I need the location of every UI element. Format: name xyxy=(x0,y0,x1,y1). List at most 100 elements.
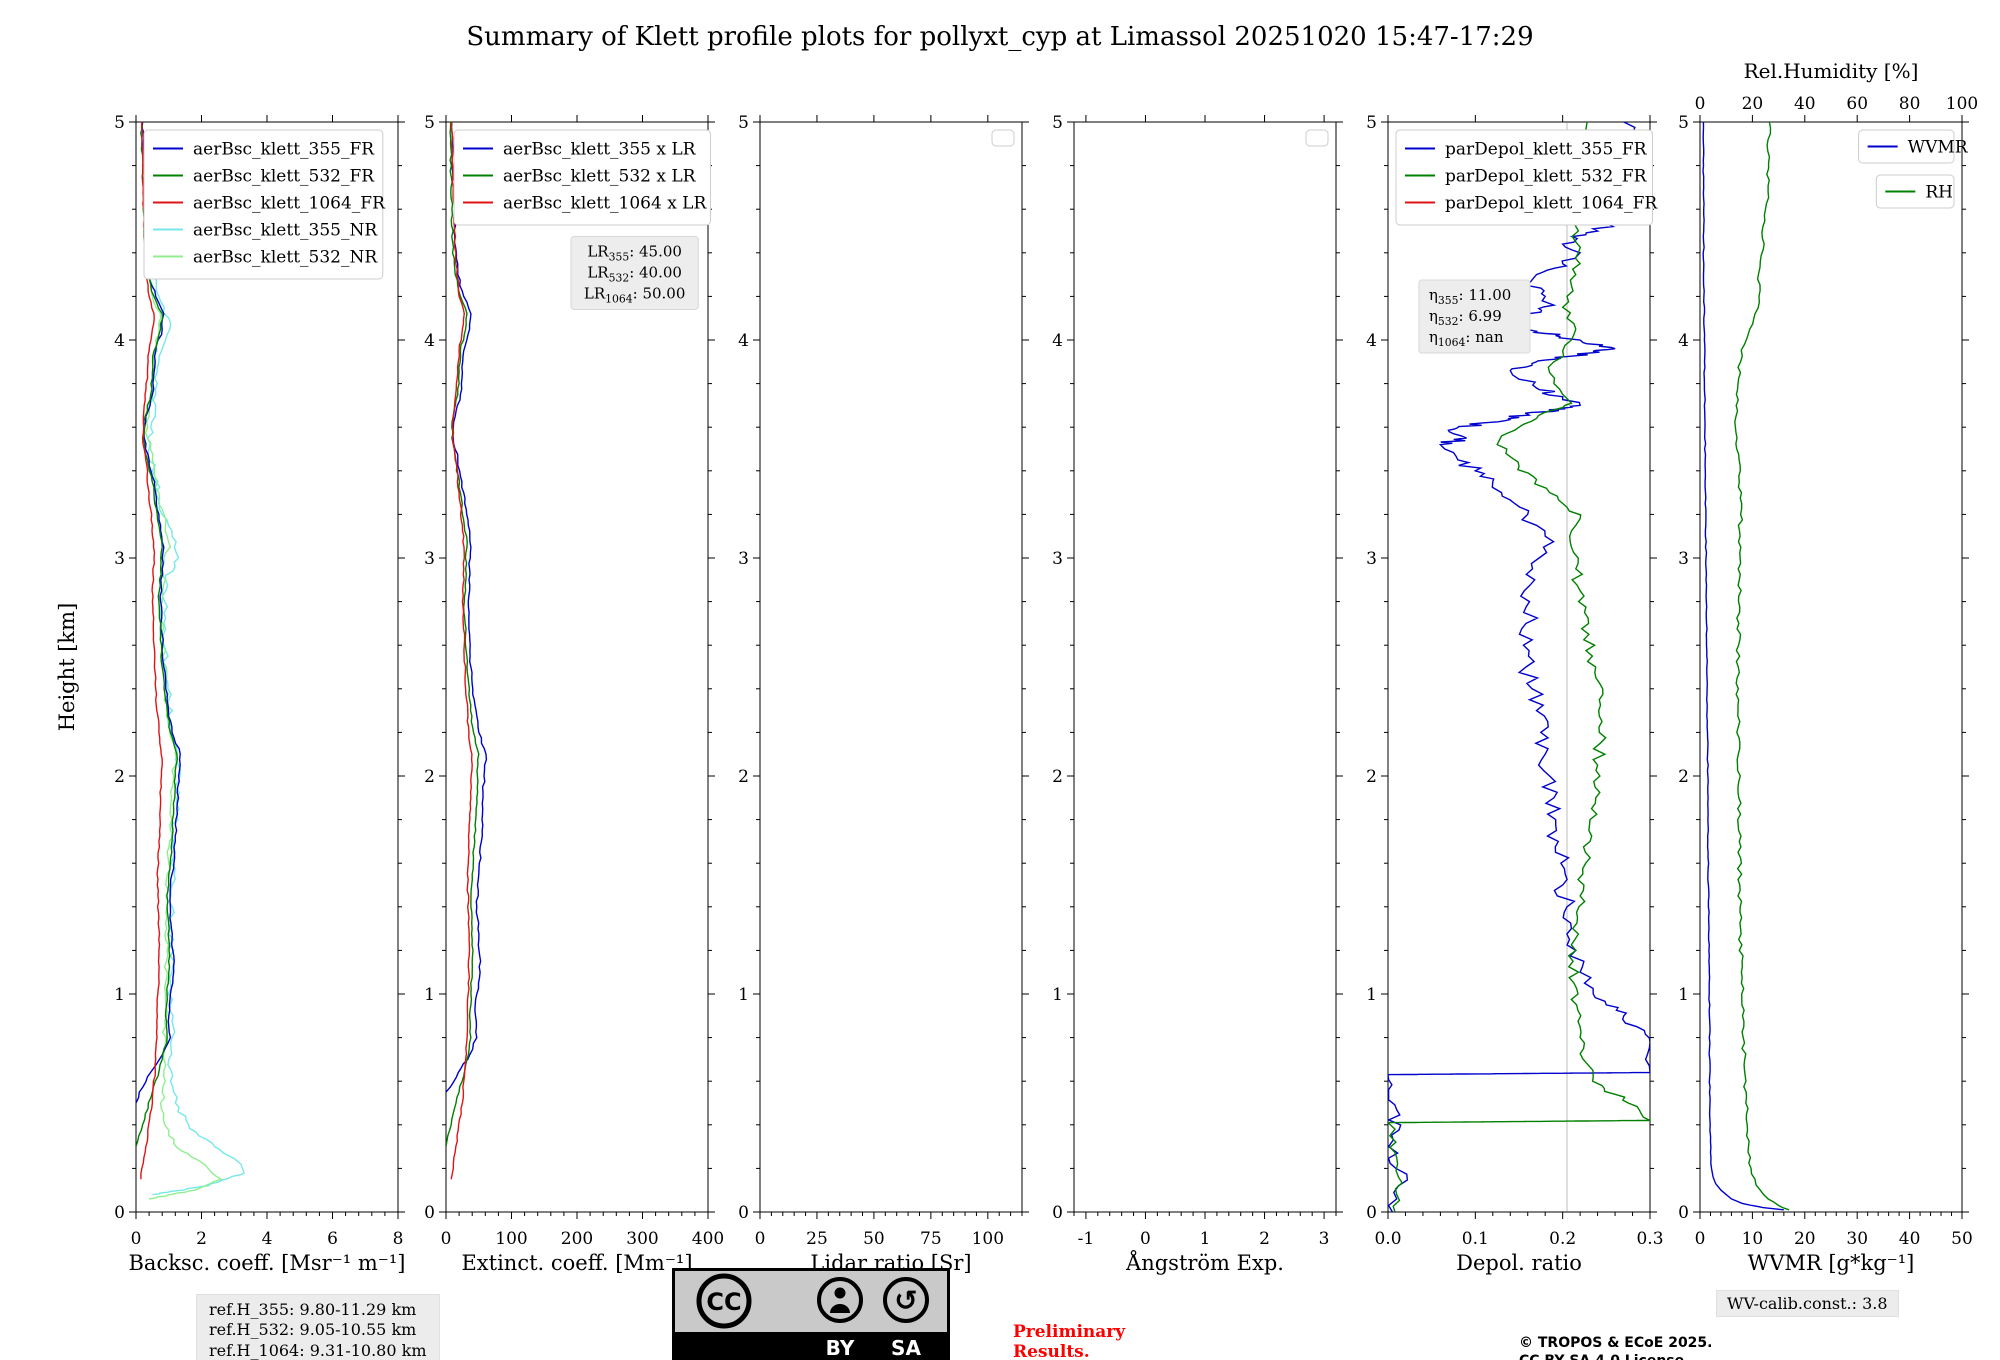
svg-text:4: 4 xyxy=(424,331,435,351)
svg-text:0: 0 xyxy=(1695,94,1706,114)
svg-text:η1064: nan: η1064: nan xyxy=(1429,328,1504,349)
series-group xyxy=(1702,122,1790,1211)
svg-text:60: 60 xyxy=(1846,94,1868,114)
svg-text:0: 0 xyxy=(1366,1203,1377,1223)
page-title: Summary of Klett profile plots for polly… xyxy=(466,22,1534,52)
svg-text:1: 1 xyxy=(1200,1229,1211,1249)
svg-text:8: 8 xyxy=(393,1229,404,1249)
wv-calibration-note: WV-calib.const.: 3.8 xyxy=(1716,1290,1899,1317)
series-RH xyxy=(1734,122,1790,1211)
svg-text:↺: ↺ xyxy=(894,1284,917,1317)
svg-text:parDepol_klett_355_FR: parDepol_klett_355_FR xyxy=(1445,140,1648,160)
svg-text:1: 1 xyxy=(114,985,125,1005)
x-axis-label: Ångström Exp. xyxy=(1125,1250,1284,1275)
svg-text:3: 3 xyxy=(1052,549,1063,569)
svg-text:3: 3 xyxy=(738,549,749,569)
svg-text:WVMR: WVMR xyxy=(1908,138,1969,158)
svg-text:2: 2 xyxy=(1678,767,1689,787)
svg-text:LR532: 40.00: LR532: 40.00 xyxy=(587,263,682,284)
x-axis-label: Extinct. coeff. [Mm⁻¹] xyxy=(461,1251,692,1275)
svg-text:aerBsc_klett_355 x LR: aerBsc_klett_355 x LR xyxy=(503,140,697,160)
axes-frame xyxy=(1073,121,1337,1213)
cc-by-label: BY xyxy=(826,1336,855,1360)
svg-text:aerBsc_klett_532_FR: aerBsc_klett_532_FR xyxy=(193,167,375,187)
legend xyxy=(991,129,1015,147)
axis-ticks: 0 1 2 3 4 5 0 100 200 300 400 xyxy=(424,113,724,1249)
cc-sa-label: SA xyxy=(891,1336,921,1360)
attribution-person-icon xyxy=(817,1277,863,1323)
share-alike-icon: ↺ xyxy=(883,1277,929,1323)
series-group xyxy=(446,122,488,1180)
svg-text:0: 0 xyxy=(1678,1203,1689,1223)
svg-text:6: 6 xyxy=(327,1229,338,1249)
svg-text:10: 10 xyxy=(1742,1229,1764,1249)
svg-text:0: 0 xyxy=(114,1203,125,1223)
series-group xyxy=(136,122,245,1200)
svg-text:40: 40 xyxy=(1899,1229,1921,1249)
svg-text:5: 5 xyxy=(1366,113,1377,133)
series-parDepol_klett_532_FR xyxy=(1388,122,1650,1212)
svg-text:0: 0 xyxy=(1695,1229,1706,1249)
x-axis-label: WVMR [g*kg⁻¹] xyxy=(1748,1251,1915,1275)
axis-ticks: 0 1 2 3 4 5 0.0 0.1 0.2 0.3 xyxy=(1366,113,1663,1249)
copyright-note: © TROPOS & ECoE 2025. CC BY SA 4.0 Licen… xyxy=(1519,1335,1713,1360)
series-aerBsc_klett_532_FR xyxy=(136,122,179,1147)
cc-logo-icon xyxy=(696,1273,752,1329)
svg-text:2: 2 xyxy=(196,1229,207,1249)
svg-text:25: 25 xyxy=(806,1229,828,1249)
svg-text:-1: -1 xyxy=(1078,1229,1095,1249)
svg-text:aerBsc_klett_1064 x LR: aerBsc_klett_1064 x LR xyxy=(503,194,707,214)
svg-text:0: 0 xyxy=(441,1229,452,1249)
legend: aerBsc_klett_355_FR aerBsc_klett_532_FRae… xyxy=(143,129,386,280)
svg-text:80: 80 xyxy=(1899,94,1921,114)
svg-text:2: 2 xyxy=(1366,767,1377,787)
cc-license-badge: CC ↺ BY SA xyxy=(672,1268,950,1360)
svg-text:3: 3 xyxy=(1366,549,1377,569)
series-aerBsc_klett_532_x_LR xyxy=(446,122,480,1147)
axes-frame xyxy=(135,121,399,1213)
svg-text:4: 4 xyxy=(262,1229,273,1249)
svg-text:0: 0 xyxy=(424,1203,435,1223)
svg-text:0: 0 xyxy=(1140,1229,1151,1249)
svg-text:5: 5 xyxy=(1678,113,1689,133)
ref-height-355: ref.H_355: 9.80-11.29 km xyxy=(209,1300,417,1319)
svg-text:100: 100 xyxy=(495,1229,527,1249)
svg-text:3: 3 xyxy=(114,549,125,569)
svg-text:η532: 6.99: η532: 6.99 xyxy=(1429,307,1502,328)
svg-text:2: 2 xyxy=(1259,1229,1270,1249)
svg-text:3: 3 xyxy=(1678,549,1689,569)
cc-logo-text: CC xyxy=(706,1288,741,1316)
svg-text:3: 3 xyxy=(424,549,435,569)
svg-text:5: 5 xyxy=(424,113,435,133)
legend: aerBsc_klett_355 x LR aerBsc_klett_532 x … xyxy=(453,129,711,226)
svg-text:4: 4 xyxy=(738,331,749,351)
svg-text:0.3: 0.3 xyxy=(1636,1229,1663,1249)
svg-text:2: 2 xyxy=(114,767,125,787)
series-aerBsc_klett_532_NR xyxy=(144,274,223,1200)
svg-text:5: 5 xyxy=(114,113,125,133)
svg-text:20: 20 xyxy=(1742,94,1764,114)
svg-text:20: 20 xyxy=(1794,1229,1816,1249)
preliminary-results-note: Preliminary Results. xyxy=(1013,1322,1126,1360)
svg-text:40: 40 xyxy=(1794,94,1816,114)
svg-text:100: 100 xyxy=(1946,94,1978,114)
svg-text:4: 4 xyxy=(114,331,125,351)
svg-text:1: 1 xyxy=(1678,985,1689,1005)
svg-text:300: 300 xyxy=(626,1229,658,1249)
svg-text:0: 0 xyxy=(755,1229,766,1249)
svg-text:0: 0 xyxy=(1052,1203,1063,1223)
cc-badge-bottom-bar xyxy=(675,1332,947,1360)
svg-text:75: 75 xyxy=(920,1229,942,1249)
svg-text:parDepol_klett_1064_FR: parDepol_klett_1064_FR xyxy=(1445,194,1658,214)
svg-text:LR1064: 50.00: LR1064: 50.00 xyxy=(584,284,686,305)
svg-text:200: 200 xyxy=(561,1229,593,1249)
svg-text:100: 100 xyxy=(972,1229,1004,1249)
svg-text:aerBsc_klett_1064_FR: aerBsc_klett_1064_FR xyxy=(193,194,386,214)
svg-text:5: 5 xyxy=(738,113,749,133)
